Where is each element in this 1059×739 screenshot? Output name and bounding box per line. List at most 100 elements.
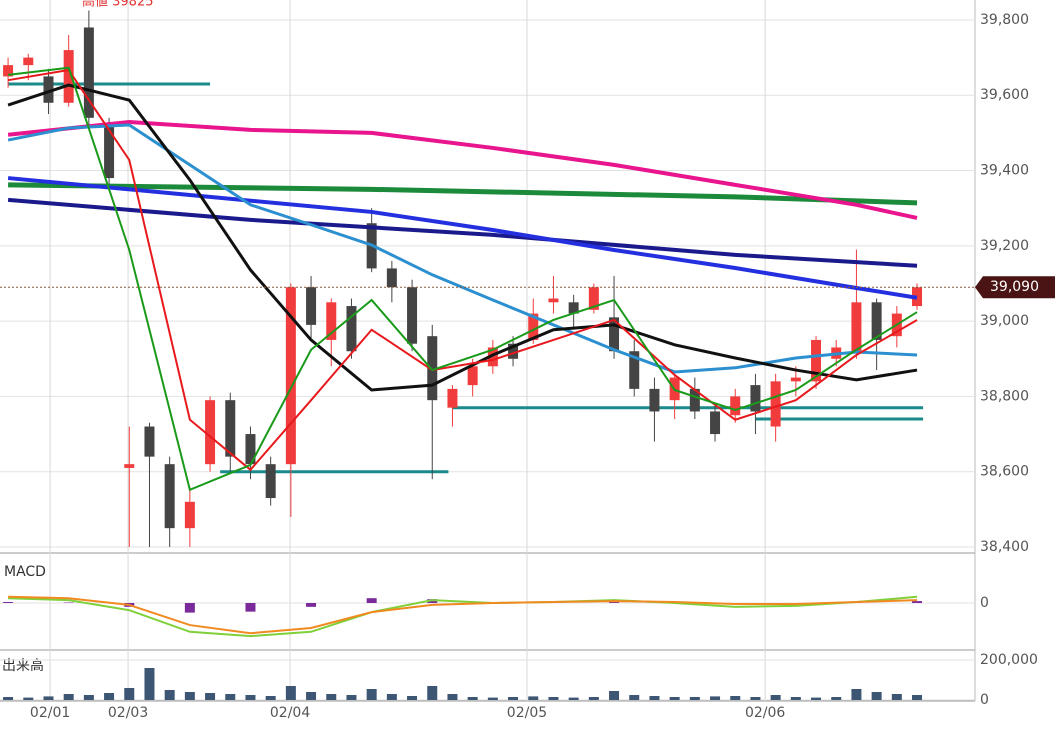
histogram-bar xyxy=(184,603,195,613)
volume-bar xyxy=(43,696,54,700)
y-tick-label: 38,800 xyxy=(980,388,1029,404)
histogram-bar xyxy=(245,603,256,612)
candle-body xyxy=(407,287,418,344)
candle-body xyxy=(629,351,640,389)
histogram-bar xyxy=(609,602,620,603)
moving-average-line xyxy=(7,66,918,492)
volume-bar xyxy=(649,696,660,700)
candle-body xyxy=(427,336,438,401)
volume-bar xyxy=(447,694,458,700)
candle-body xyxy=(851,302,862,352)
y-tick-label: 0 xyxy=(980,692,989,708)
volume-bar xyxy=(891,694,902,700)
y-tick-label: 39,800 xyxy=(980,12,1029,28)
x-tick-label: 02/06 xyxy=(745,705,785,721)
volume-bar xyxy=(346,695,357,700)
volume-bar xyxy=(124,688,135,700)
y-tick-label: 0 xyxy=(980,595,989,611)
candle-body xyxy=(588,287,599,310)
volume-bar xyxy=(548,697,559,700)
candle-body xyxy=(306,287,317,325)
volume-bar xyxy=(144,668,155,700)
candle-body xyxy=(63,50,74,103)
candle-body xyxy=(528,313,539,340)
volume-bar xyxy=(609,691,620,700)
y-tick-label: 39,600 xyxy=(980,87,1029,103)
volume-bar xyxy=(528,696,539,700)
candle-body xyxy=(83,27,94,118)
candle-body xyxy=(447,388,458,408)
volume-bar xyxy=(669,697,680,700)
volume-bar xyxy=(588,697,599,700)
candle-body xyxy=(386,268,397,288)
candle-body xyxy=(164,464,175,529)
x-tick-label: 02/05 xyxy=(507,705,547,721)
candle-body xyxy=(346,306,357,352)
price-tag xyxy=(975,276,1055,299)
volume-bar xyxy=(427,686,438,700)
candle-body xyxy=(245,434,256,465)
candle-body xyxy=(770,381,781,427)
moving-average-line xyxy=(7,197,918,268)
volume-bar xyxy=(104,693,115,700)
macd-line xyxy=(8,595,918,638)
volume-bar xyxy=(467,697,478,700)
volume-bar xyxy=(366,689,377,700)
volume-bar xyxy=(265,696,276,700)
candle-body xyxy=(508,343,519,359)
volume-bar xyxy=(851,689,862,700)
candle-body xyxy=(790,377,801,382)
candle-body xyxy=(710,411,721,435)
volume-bar xyxy=(629,695,640,700)
moving-average-line xyxy=(7,68,918,472)
candle-body xyxy=(104,125,115,179)
candle-body xyxy=(23,57,34,66)
histogram-bar xyxy=(3,602,14,603)
volume-bar xyxy=(306,692,317,700)
macd-line xyxy=(8,595,918,635)
volume-bar xyxy=(811,697,822,700)
candle-body xyxy=(285,287,296,465)
candle-body xyxy=(548,298,559,303)
volume-bar xyxy=(63,694,74,700)
candle-body xyxy=(144,426,155,457)
candle-body xyxy=(184,501,195,529)
y-tick-label: 38,400 xyxy=(980,539,1029,555)
volume-bar xyxy=(23,697,34,700)
candle-body xyxy=(3,65,14,77)
y-tick-label: 39,200 xyxy=(980,238,1029,254)
volume-bar xyxy=(184,692,195,700)
candle-body xyxy=(487,347,498,367)
volume-bar xyxy=(912,695,923,700)
annotation: 高値 39825 xyxy=(82,0,154,10)
candle-body xyxy=(326,302,337,340)
volume-bar xyxy=(83,695,94,700)
volume-bar xyxy=(245,695,256,700)
candle-body xyxy=(124,464,135,468)
candle-body xyxy=(568,302,579,314)
candle-body xyxy=(689,388,700,412)
histogram-bar xyxy=(912,601,923,603)
panel-title: MACD xyxy=(4,564,46,580)
volume-bar xyxy=(487,697,498,700)
candle-body xyxy=(750,385,761,412)
volume-bar xyxy=(407,696,418,700)
volume-bar xyxy=(3,697,14,700)
volume-bar xyxy=(568,697,579,700)
volume-bar xyxy=(790,697,801,700)
histogram-bar xyxy=(306,603,317,607)
volume-bar xyxy=(164,690,175,700)
x-tick-label: 02/04 xyxy=(270,705,310,721)
candle-body xyxy=(871,302,882,340)
volume-bar xyxy=(689,697,700,700)
x-tick-label: 02/01 xyxy=(30,705,70,721)
x-tick-label: 02/03 xyxy=(108,705,148,721)
volume-bar xyxy=(750,697,761,700)
volume-bar xyxy=(386,694,397,700)
volume-bar xyxy=(871,692,882,700)
volume-bar xyxy=(831,697,842,700)
price-tag-label: 39,090 xyxy=(990,279,1039,295)
candle-body xyxy=(43,76,54,103)
candle-body xyxy=(205,400,216,465)
